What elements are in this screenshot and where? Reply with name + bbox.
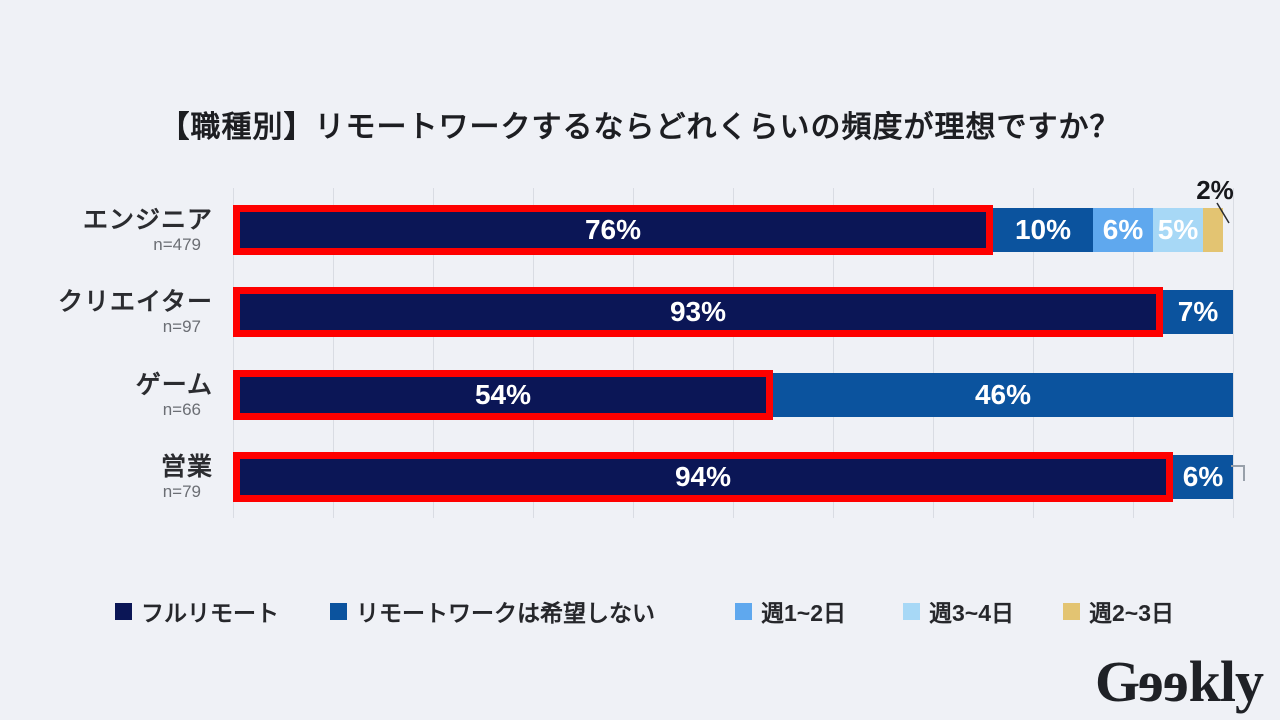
- logo-mirrored-e-icon: e: [1163, 649, 1189, 714]
- category-block: 営業 n=79: [23, 452, 213, 502]
- legend-swatch-icon: [903, 602, 920, 620]
- bar-value-label: 94%: [674, 461, 732, 492]
- bar-row: 93% 7%: [233, 287, 1233, 337]
- bar-segment: 93%: [233, 287, 1163, 337]
- bar-segment: 94%: [233, 452, 1173, 502]
- bar-value-label: 6%: [1102, 214, 1144, 245]
- category-sample-size: n=479: [153, 235, 201, 254]
- bar-segment: 7%: [1163, 290, 1233, 334]
- legend-swatch-icon: [330, 602, 347, 620]
- bar-row: 94% 6%: [233, 452, 1233, 502]
- gridline: [1133, 188, 1134, 518]
- plot-area: 76% 10% 6% 5% 93% 7% 54% 46% 94% 6% 2%: [233, 175, 1245, 518]
- bar-value-label: 46%: [974, 379, 1032, 410]
- leader-mark: [1231, 465, 1245, 481]
- bar-value-label: 54%: [474, 379, 532, 410]
- bar-segment: 54%: [233, 370, 773, 420]
- bar-value-label: 93%: [669, 296, 727, 327]
- legend-item: 週1~2日: [735, 594, 846, 628]
- legend-label: リモートワークは希望しない: [356, 600, 655, 626]
- legend-swatch-icon: [1063, 602, 1080, 620]
- bar-value-label: 76%: [584, 214, 642, 245]
- bar-segment: 6%: [1093, 208, 1153, 252]
- gridline: [333, 188, 334, 518]
- legend-item: 週3~4日: [903, 594, 1014, 628]
- category-label: ゲーム: [135, 371, 213, 399]
- gridline: [633, 188, 634, 518]
- bar-value-label: 7%: [1177, 296, 1219, 327]
- legend-label: 週1~2日: [761, 600, 847, 626]
- bar-segment: [1203, 208, 1223, 252]
- logo-letters-kly: kly: [1188, 649, 1264, 714]
- category-label: 営業: [160, 453, 213, 481]
- chart-title: 【職種別】リモートワークするならどれくらいの頻度が理想ですか？: [159, 111, 1121, 144]
- category-label: クリエイター: [57, 288, 213, 316]
- gridline: [1033, 188, 1034, 518]
- logo-mirrored-e-icon: e: [1139, 649, 1164, 714]
- category-block: エンジニア n=479: [23, 205, 213, 255]
- legend-item: 週2~3日: [1063, 594, 1174, 628]
- gridline: [533, 188, 534, 518]
- logo-letter-g: G: [1095, 649, 1140, 714]
- bar-segment: 46%: [773, 373, 1233, 417]
- legend-label: 週3~4日: [929, 600, 1015, 626]
- gridline: [233, 188, 234, 518]
- gridline: [1233, 188, 1234, 518]
- bar-value-label: 10%: [1014, 214, 1072, 245]
- bar-segment: 5%: [1153, 208, 1203, 252]
- category-sample-size: n=97: [162, 317, 201, 336]
- gridline: [833, 188, 834, 518]
- legend-item: フルリモート: [115, 594, 279, 628]
- category-sample-size: n=66: [162, 400, 201, 419]
- gridline: [733, 188, 734, 518]
- bar-value-label: 5%: [1157, 214, 1199, 245]
- gridline: [433, 188, 434, 518]
- bar-segment: 10%: [993, 208, 1093, 252]
- bar-row: 76% 10% 6% 5%: [233, 205, 1223, 255]
- category-labels-column: エンジニア n=479 クリエイター n=97 ゲーム n=66 営業 n=79: [23, 188, 213, 518]
- callout-value-label: 2%: [1196, 175, 1234, 205]
- legend-label: フルリモート: [141, 600, 279, 626]
- category-sample-size: n=79: [162, 482, 201, 501]
- bar-row: 54% 46%: [233, 370, 1233, 420]
- category-block: クリエイター n=97: [23, 287, 213, 337]
- legend-label: 週2~3日: [1089, 600, 1175, 626]
- bar-value-label: 6%: [1182, 461, 1224, 492]
- legend-swatch-icon: [735, 602, 752, 620]
- bar-segment: 6%: [1173, 455, 1233, 499]
- legend-item: リモートワークは希望しない: [330, 594, 655, 628]
- category-block: ゲーム n=66: [23, 370, 213, 420]
- geekly-logo: Geekly: [1095, 649, 1264, 714]
- category-label: エンジニア: [82, 206, 213, 234]
- bar-segment: 76%: [233, 205, 993, 255]
- legend-swatch-icon: [115, 602, 132, 620]
- gridline: [933, 188, 934, 518]
